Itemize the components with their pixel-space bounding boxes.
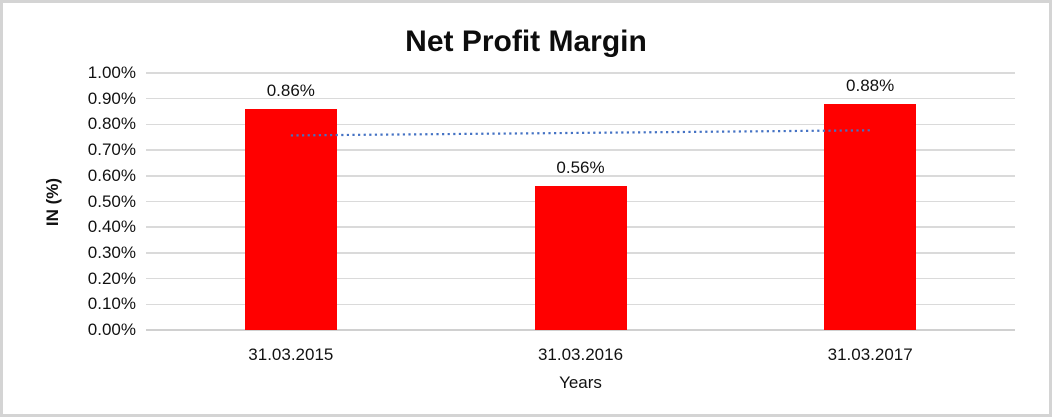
y-tick-label: 0.10% [87, 294, 136, 314]
y-tick-label: 0.70% [87, 140, 136, 160]
gridline [146, 329, 1015, 331]
bar [534, 186, 627, 330]
bar [824, 103, 917, 330]
gridline [146, 123, 1015, 126]
y-axis-tick-labels: 0.00% 0.10% 0.20% 0.30% 0.40% 0.50% 0.60% 0.70%… [3, 3, 136, 414]
bar [244, 108, 337, 330]
x-axis-title: Years [559, 373, 602, 392]
x-category-label: 31.03.2015 [248, 345, 334, 364]
y-tick-label: 0.20% [87, 268, 136, 288]
y-tick-label: 0.30% [87, 242, 136, 262]
y-tick-label: 0.90% [87, 88, 136, 108]
y-tick-label: 1.00% [87, 63, 136, 82]
gridline [146, 149, 1015, 151]
x-axis-category-labels: 31.03.2015 31.03.2016 31.03.2017 [146, 346, 1015, 366]
plot-area: 0.86% 0.56% 0.88% [146, 72, 1015, 331]
trendline-layer [290, 129, 871, 137]
gridline [146, 97, 1015, 100]
y-tick-label: 0.50% [87, 191, 136, 211]
gridline [146, 72, 1015, 74]
bar-value-label: 0.56% [556, 158, 605, 178]
y-tick-label: 0.40% [87, 217, 136, 237]
bar-value-label: 0.88% [846, 75, 895, 95]
y-tick-label: 0.80% [87, 114, 136, 134]
y-tick-label: 0.60% [87, 165, 136, 185]
x-category-label: 31.03.2017 [827, 345, 913, 364]
trendline [290, 129, 871, 137]
gridline [146, 175, 1015, 177]
y-tick-label: 0.00% [87, 320, 136, 339]
chart-title: Net Profit Margin [405, 25, 647, 58]
bar-value-label: 0.86% [266, 80, 315, 100]
x-category-label: 31.03.2016 [537, 345, 624, 364]
